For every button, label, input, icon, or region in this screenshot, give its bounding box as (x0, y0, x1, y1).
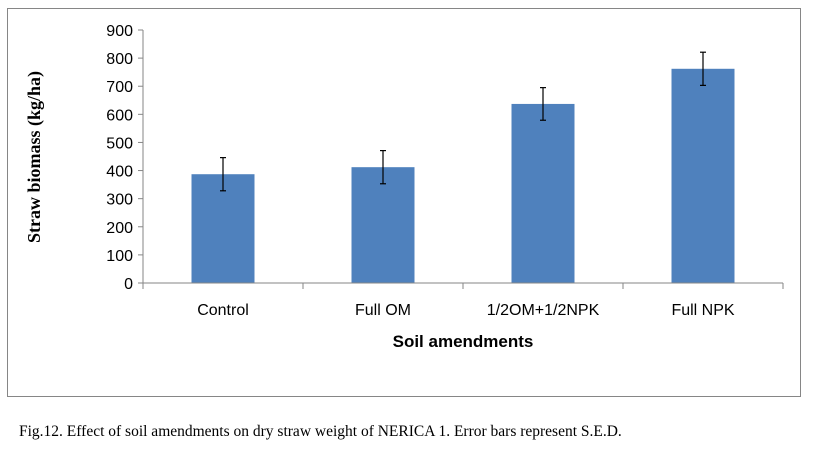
y-tick-label: 500 (106, 135, 133, 152)
x-tick-label: Full OM (355, 302, 411, 319)
y-tick-label: 200 (106, 220, 133, 237)
error-bar (220, 157, 226, 192)
y-tick-label: 800 (106, 51, 133, 68)
y-tick-label: 600 (106, 107, 133, 124)
y-tick-label: 300 (106, 192, 133, 209)
bar (671, 68, 735, 283)
bar-chart: 0 100 200 300 400 500 600 700 800 900 Control Full… (24, 23, 784, 351)
y-tick-label: 400 (106, 164, 133, 181)
figure-caption: Fig.12. Effect of soil amendments on dry… (19, 423, 622, 440)
error-bar (700, 51, 706, 86)
y-tick-label: 900 (106, 23, 133, 40)
y-axis-label: Straw biomass (kg/ha) (24, 71, 45, 243)
x-tick-label: 1/2OM+1/2NPK (487, 302, 600, 319)
bar (191, 174, 255, 283)
chart-frame (7, 8, 801, 397)
bar (351, 167, 415, 283)
y-tick-label: 700 (106, 79, 133, 96)
x-tick-label: Full NPK (671, 302, 734, 319)
error-bar (380, 149, 386, 185)
error-bar (540, 87, 546, 121)
bar (511, 103, 575, 283)
x-tick-label: Control (197, 302, 249, 319)
y-tick-label: 0 (124, 276, 133, 293)
x-axis-label: Soil amendments (393, 332, 534, 351)
y-tick-label: 100 (106, 248, 133, 265)
